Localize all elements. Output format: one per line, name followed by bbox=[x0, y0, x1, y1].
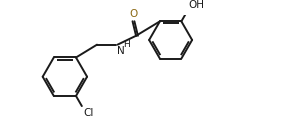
Text: OH: OH bbox=[189, 0, 205, 10]
Text: O: O bbox=[129, 9, 137, 19]
Text: Cl: Cl bbox=[83, 108, 93, 118]
Text: H: H bbox=[123, 40, 130, 49]
Text: N: N bbox=[117, 46, 125, 56]
